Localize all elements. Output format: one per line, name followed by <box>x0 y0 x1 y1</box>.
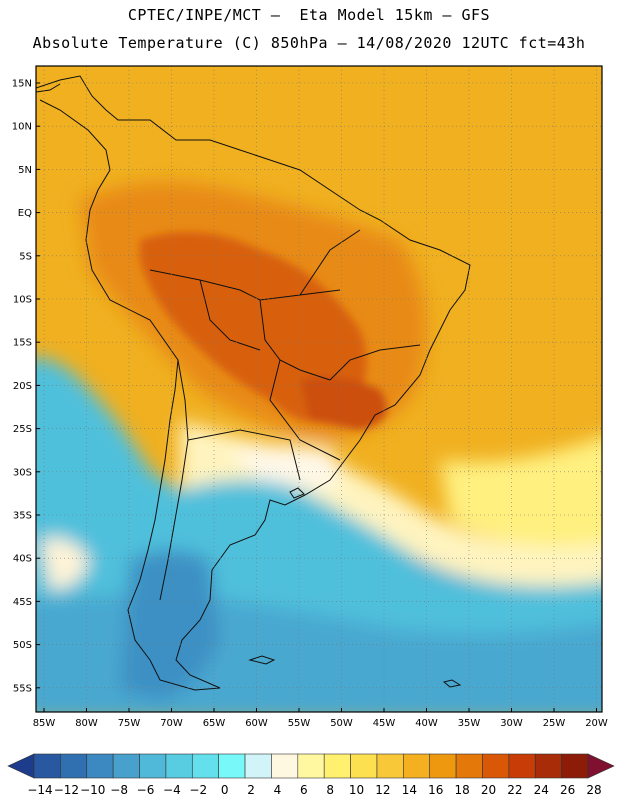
lon-label: 80W <box>75 718 98 729</box>
lat-label: 15N <box>12 79 32 90</box>
chart-title-line-1: CPTEC/INPE/MCT – Eta Model 15km – GFS <box>127 6 491 24</box>
colorbar-cell <box>323 753 351 779</box>
colorbar-label: 28 <box>586 783 601 797</box>
colorbar-label: −8 <box>110 783 128 797</box>
chart-title-line-2: Absolute Temperature (C) 850hPa – 14/08/… <box>32 34 586 52</box>
colorbar: −14 −12 −10 −8 −6 −4 −2 0 2 4 6 8 10 12 14 16 18 20 22 24 26… <box>7 753 615 797</box>
colorbar-cell <box>165 753 193 779</box>
coastline <box>36 75 471 691</box>
lat-label: 45S <box>13 597 32 608</box>
lon-label: 50W <box>330 718 353 729</box>
colorbar-cell <box>297 753 325 779</box>
colorbar-label: 8 <box>326 783 334 797</box>
colorbar-label: 0 <box>221 783 229 797</box>
colorbar-cell <box>376 753 404 779</box>
lat-label: 15S <box>13 338 32 349</box>
colorbar-label: 14 <box>402 783 417 797</box>
lon-label: 85W <box>33 718 56 729</box>
colorbar-cell <box>534 753 562 779</box>
colorbar-cell <box>218 753 246 779</box>
colorbar-label: 4 <box>274 783 282 797</box>
colorbar-cell <box>429 753 457 779</box>
latitude-labels: 15N 10N 5N EQ 5S 10S 15S 20S 25S 30S 35S 40S 45S 50S 5… <box>12 79 40 694</box>
colorbar-label: 22 <box>507 783 522 797</box>
lat-label: 30S <box>13 467 32 478</box>
colorbar-cell <box>60 753 88 779</box>
lon-label: 30W <box>500 718 523 729</box>
lat-label: 20S <box>13 381 32 392</box>
map-frame <box>35 65 603 713</box>
colorbar-cell <box>482 753 510 779</box>
colorbar-cell <box>271 753 299 779</box>
lon-label: 65W <box>203 718 226 729</box>
lat-label: 55S <box>13 683 32 694</box>
lon-label: 75W <box>118 718 141 729</box>
longitude-labels: 85W 80W 75W 70W 65W 60W 55W 50W 45W 40W 35W 30W 25W 2… <box>33 708 608 729</box>
lat-label: 5N <box>18 165 32 176</box>
lat-label: 50S <box>13 640 32 651</box>
colorbar-label: 10 <box>349 783 364 797</box>
colorbar-cell <box>561 753 589 779</box>
colorbar-label: 12 <box>375 783 390 797</box>
lon-label: 55W <box>288 718 311 729</box>
colorbar-cell <box>112 753 140 779</box>
colorbar-label: 16 <box>428 783 443 797</box>
lon-label: 40W <box>415 718 438 729</box>
colorbar-cell <box>350 753 378 779</box>
colorbar-label: −12 <box>54 783 79 797</box>
lon-label: 35W <box>458 718 481 729</box>
colorbar-label: 6 <box>300 783 308 797</box>
colorbar-label: −4 <box>163 783 181 797</box>
lat-label: 25S <box>13 424 32 435</box>
lat-label: EQ <box>18 208 32 219</box>
lon-label: 20W <box>585 718 608 729</box>
colorbar-cell <box>455 753 483 779</box>
colorbar-label: −14 <box>27 783 52 797</box>
lat-label: 10S <box>13 295 32 306</box>
colorbar-cell <box>139 753 167 779</box>
colorbar-cell <box>587 753 615 779</box>
colorbar-cell <box>191 753 219 779</box>
lon-label: 70W <box>160 718 183 729</box>
colorbar-cell <box>33 753 61 779</box>
lat-label: 40S <box>13 554 32 565</box>
colorbar-cell <box>86 753 114 779</box>
colorbar-label: 18 <box>454 783 469 797</box>
lat-label: 35S <box>13 511 32 522</box>
colorbar-label: −2 <box>189 783 207 797</box>
colorbar-label: 26 <box>560 783 575 797</box>
lon-label: 60W <box>245 718 268 729</box>
colorbar-cell <box>244 753 272 779</box>
colorbar-cell <box>508 753 536 779</box>
colorbar-label: 20 <box>481 783 496 797</box>
colorbar-label: −6 <box>137 783 155 797</box>
colorbar-label: 24 <box>534 783 549 797</box>
colorbar-label: −10 <box>80 783 105 797</box>
colorbar-label: 2 <box>247 783 255 797</box>
colorbar-cell <box>403 753 431 779</box>
temperature-field <box>36 66 602 712</box>
colorbar-cell <box>7 753 35 779</box>
lon-label: 25W <box>543 718 566 729</box>
lon-label: 45W <box>373 718 396 729</box>
lat-label: 5S <box>19 251 32 262</box>
lat-label: 10N <box>12 122 32 133</box>
